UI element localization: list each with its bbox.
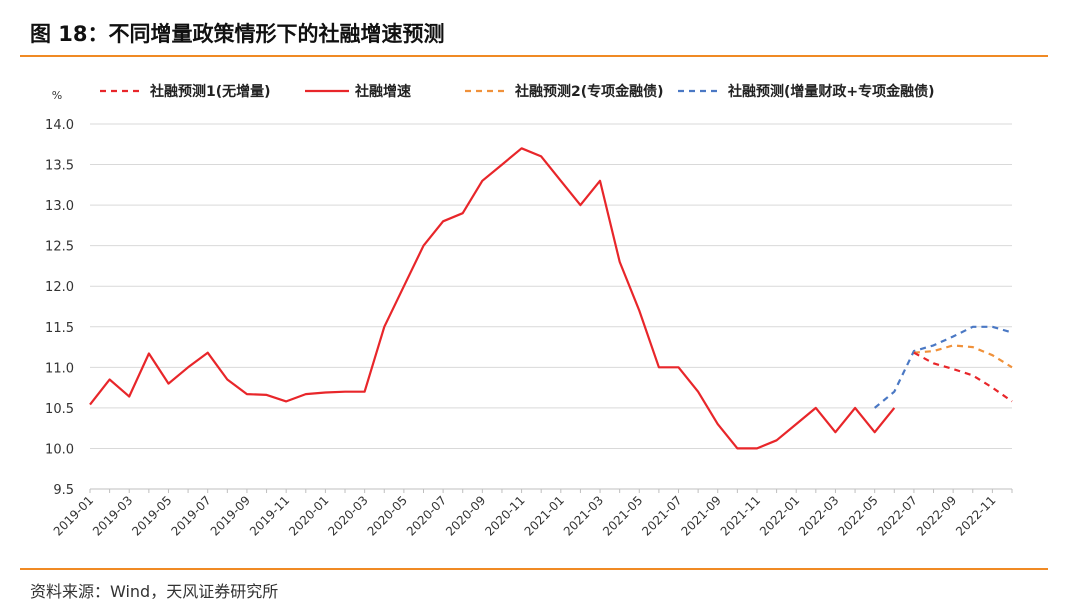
x-tick-label: 2022-05: [835, 493, 880, 538]
legend-label: 社融增速: [354, 83, 411, 100]
y-axis-unit: %: [52, 89, 62, 102]
x-tick-label: 2022-01: [757, 493, 802, 538]
x-tick-label: 2021-09: [679, 493, 724, 538]
legend-label: 社融预测2(专项金融债): [514, 83, 664, 100]
x-tick-label: 2019-01: [51, 493, 96, 538]
gridlines: [90, 123, 1012, 490]
series-line: [873, 325, 1013, 409]
y-tick-label: 13.0: [45, 199, 74, 214]
y-tick-label: 10.0: [45, 442, 74, 457]
series-line: [913, 344, 1013, 369]
x-tick-label: 2022-09: [914, 493, 959, 538]
y-tick-label: 11.0: [45, 361, 74, 376]
y-tick-label: 11.5: [45, 321, 74, 336]
x-tick-label: 2020-07: [404, 493, 449, 538]
x-tick-label: 2019-11: [247, 493, 292, 538]
series-line: [89, 147, 896, 450]
x-tick-label: 2020-01: [286, 493, 331, 538]
legend-label: 社融预测1(无增量): [149, 83, 271, 100]
y-tick-label: 10.5: [45, 402, 74, 417]
series-lines: [89, 147, 1013, 450]
legend: 社融预测1(无增量) 社融增速 社融预测2(专项金融债) 社融预测(增量财政+专项金融…: [100, 83, 935, 100]
y-tick-label: 12.5: [45, 240, 74, 255]
y-tick-label: 14.0: [45, 118, 74, 133]
legend-label: 社融预测(增量财政+专项金融债): [727, 83, 935, 100]
y-tick-label: 9.5: [53, 483, 74, 498]
x-tick-label: 2020-11: [482, 493, 527, 538]
x-tick-label: 2022-07: [875, 493, 920, 538]
x-tick-label: 2019-07: [168, 493, 213, 538]
x-tick-label: 2022-11: [953, 493, 998, 538]
y-axis: 9.5 10.0 10.5 11.0 11.5 12.0 12.5 13.0 13.5 14.0: [45, 118, 74, 498]
x-tick-label: 2020-05: [365, 493, 410, 538]
source-note: 资料来源：Wind，天风证券研究所: [30, 582, 279, 601]
x-tick-label: 2021-07: [639, 493, 684, 538]
line-chart: 社融预测1(无增量) 社融增速 社融预测2(专项金融债) 社融预测(增量财政+专项金融…: [45, 83, 1013, 539]
series-line: [913, 351, 1013, 403]
x-tick-label: 2019-05: [129, 493, 174, 538]
x-tick-label: 2020-09: [443, 493, 488, 538]
title-divider: [20, 55, 1048, 57]
x-tick-label: 2021-05: [600, 493, 645, 538]
x-tick-label: 2021-03: [561, 493, 606, 538]
x-axis: 2019-012019-032019-052019-072019-092019-…: [51, 488, 1013, 539]
x-tick-label: 2020-03: [325, 493, 370, 538]
chart-title: 图 18：不同增量政策情形下的社融增速预测: [30, 22, 445, 46]
x-tick-label: 2021-01: [522, 493, 567, 538]
x-tick-label: 2022-03: [796, 493, 841, 538]
y-tick-label: 12.0: [45, 280, 74, 295]
y-tick-label: 13.5: [45, 159, 74, 174]
x-tick-label: 2021-11: [718, 493, 763, 538]
x-tick-label: 2019-09: [208, 493, 253, 538]
x-tick-label: 2019-03: [90, 493, 135, 538]
footer-divider: [20, 568, 1048, 570]
